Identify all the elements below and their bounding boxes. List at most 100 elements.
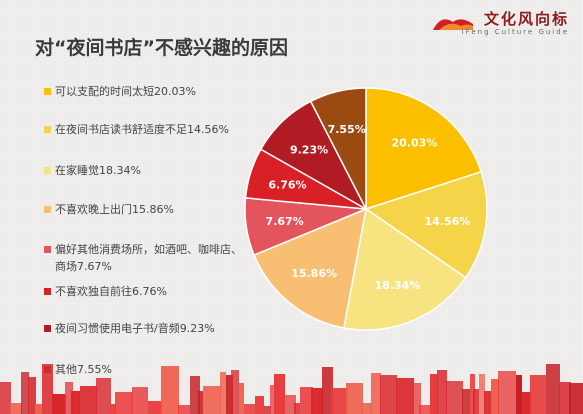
skyline-building — [498, 371, 516, 414]
skyline-building — [239, 383, 244, 414]
slice-value-label: 14.56% — [425, 215, 471, 228]
skyline-building — [35, 404, 42, 414]
legend-item: 在夜间书店读书舒适度不足14.56% — [44, 121, 249, 138]
skyline-building — [264, 406, 271, 414]
city-skyline-decoration — [0, 364, 583, 414]
legend-label: 偏好其他消费场所，如酒吧、咖啡店、商场7.67% — [55, 243, 242, 273]
legend-label: 在家睡觉18.34% — [55, 164, 141, 177]
skyline-building — [283, 395, 296, 414]
skyline-building — [522, 392, 531, 414]
legend-label: 不喜欢晚上出门15.86% — [55, 203, 174, 216]
skyline-building — [244, 404, 255, 414]
slice-value-label: 20.03% — [392, 136, 438, 149]
skyline-building — [65, 382, 73, 414]
legend-label: 夜间习惯使用电子书/音频9.23% — [55, 322, 215, 335]
skyline-building — [294, 403, 300, 414]
skyline-building — [270, 385, 276, 414]
skyline-building — [346, 383, 363, 414]
pie-slice — [342, 207, 467, 331]
skyline-building — [42, 364, 53, 414]
legend-item: 不喜欢晚上出门15.86% — [44, 201, 249, 218]
skyline-building — [322, 367, 333, 414]
skyline-building — [71, 391, 80, 414]
skyline-building — [380, 375, 397, 414]
legend-label: 其他7.55% — [55, 363, 112, 376]
skyline-building — [80, 386, 97, 414]
legend-label: 可以支配的时间太短20.03% — [55, 85, 196, 98]
legend-swatch — [44, 288, 51, 295]
skyline-building — [559, 382, 571, 414]
skyline-building — [198, 391, 203, 414]
skyline-building — [274, 374, 285, 414]
legend-swatch — [44, 88, 51, 95]
brand-mark-icon — [433, 19, 473, 30]
skyline-building — [203, 386, 221, 414]
legend-swatch — [44, 126, 51, 133]
skyline-building — [178, 405, 190, 414]
pie-slice — [365, 87, 483, 211]
pie-slice — [253, 207, 367, 329]
skyline-building — [190, 376, 200, 414]
slice-value-label: 15.86% — [291, 267, 337, 280]
skyline-building — [430, 374, 438, 414]
skyline-building — [148, 401, 163, 414]
pie-slice — [364, 170, 488, 279]
chart-title: 对“夜间书店”不感兴趣的原因 — [35, 37, 288, 59]
legend-item: 在家睡觉18.34% — [44, 162, 249, 179]
legend-swatch — [44, 206, 51, 213]
legend-swatch — [44, 167, 51, 174]
skyline-building — [220, 372, 226, 414]
skyline-building — [414, 383, 421, 414]
brand-logo: 文化风向标 iFeng Culture Guide — [431, 8, 571, 42]
legend-swatch — [44, 325, 51, 332]
skyline-building — [491, 379, 499, 414]
legend-item: 夜间习惯使用电子书/音频9.23% — [44, 320, 249, 337]
slice-value-label: 6.76% — [268, 178, 306, 191]
skyline-building — [52, 394, 66, 414]
skyline-building — [516, 375, 522, 414]
skyline-building — [0, 382, 11, 414]
skyline-building — [161, 366, 179, 414]
slice-value-label: 7.67% — [266, 215, 304, 228]
pie-slice — [309, 87, 367, 210]
chart-legend: 可以支配的时间太短20.03% 在夜间书店读书舒适度不足14.56% 在家睡觉1… — [44, 0, 254, 414]
skyline-building — [115, 392, 133, 414]
skyline-building — [569, 383, 583, 414]
skyline-building — [231, 370, 239, 414]
slice-value-label: 9.23% — [290, 144, 328, 157]
legend-item: 偏好其他消费场所，如酒吧、咖啡店、商场7.67% — [44, 241, 249, 275]
legend-swatch — [44, 246, 51, 253]
slice-value-label: 18.34% — [375, 279, 421, 292]
skyline-building — [96, 378, 111, 414]
skyline-building — [255, 396, 264, 414]
skyline-building — [371, 373, 381, 414]
skyline-building — [484, 391, 492, 414]
skyline-building — [132, 387, 148, 414]
pie-chart: 20.03% 14.56% 18.34% 15.86% 7.67% 6.76% 9.23%7… — [244, 87, 488, 331]
brand-name: 文化风向标 — [483, 10, 569, 28]
skyline-building — [110, 404, 116, 414]
skyline-building — [28, 377, 36, 414]
skyline-building — [530, 375, 546, 414]
skyline-building — [470, 374, 475, 414]
skyline-building — [546, 364, 560, 414]
skyline-building — [479, 374, 485, 414]
skyline-building — [419, 405, 431, 414]
skyline-building — [21, 372, 29, 414]
skyline-building — [311, 388, 323, 414]
skyline-building — [437, 370, 447, 414]
legend-item: 可以支配的时间太短20.03% — [44, 83, 249, 100]
brand-tagline: iFeng Culture Guide — [461, 28, 569, 36]
legend-label: 不喜欢独自前往6.76% — [55, 285, 167, 298]
skyline-building — [331, 388, 348, 414]
skyline-building — [226, 375, 233, 414]
skyline-building — [462, 389, 470, 414]
skyline-building — [10, 403, 22, 414]
slice-value-label: 7.55% — [328, 123, 366, 136]
skyline-building — [300, 387, 313, 414]
skyline-building — [446, 381, 463, 414]
skyline-building — [473, 389, 479, 414]
skyline-building — [396, 378, 414, 414]
skyline-building — [361, 403, 372, 414]
legend-item: 不喜欢独自前往6.76% — [44, 283, 249, 300]
